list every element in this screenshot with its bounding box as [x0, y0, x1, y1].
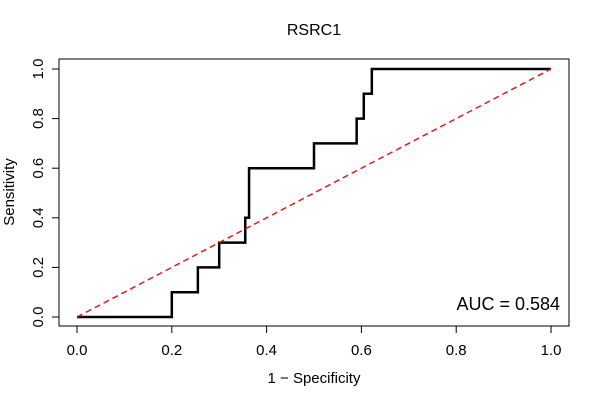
y-tick-label: 0.2: [30, 257, 47, 278]
x-axis: 0.0 0.2 0.4 0.6 0.8 1.0: [67, 326, 562, 359]
x-tick-label: 1.0: [541, 342, 562, 359]
x-tick-label: 0.0: [67, 342, 88, 359]
y-tick-label: 0.0: [30, 307, 47, 328]
x-tick-label: 0.8: [446, 342, 467, 359]
x-axis-label: 1 − Specificity: [268, 370, 361, 387]
x-tick-label: 0.6: [351, 342, 372, 359]
x-tick-label: 0.2: [161, 342, 182, 359]
auc-annotation: AUC = 0.584: [456, 294, 560, 314]
y-tick-label: 0.8: [30, 108, 47, 129]
plot-border: [58, 58, 570, 327]
y-tick-label: 0.6: [30, 158, 47, 179]
y-tick-label: 0.4: [30, 207, 47, 228]
y-axis-label: Sensitivity: [1, 158, 18, 226]
roc-curve: [77, 67, 551, 319]
x-tick-label: 0.4: [256, 342, 277, 359]
reference-diagonal: [76, 68, 552, 318]
y-tick-label: 1.0: [30, 59, 47, 80]
y-axis: 0.0 0.2 0.4 0.6 0.8 1.0: [30, 59, 59, 328]
chart-title: RSRC1: [287, 22, 341, 39]
